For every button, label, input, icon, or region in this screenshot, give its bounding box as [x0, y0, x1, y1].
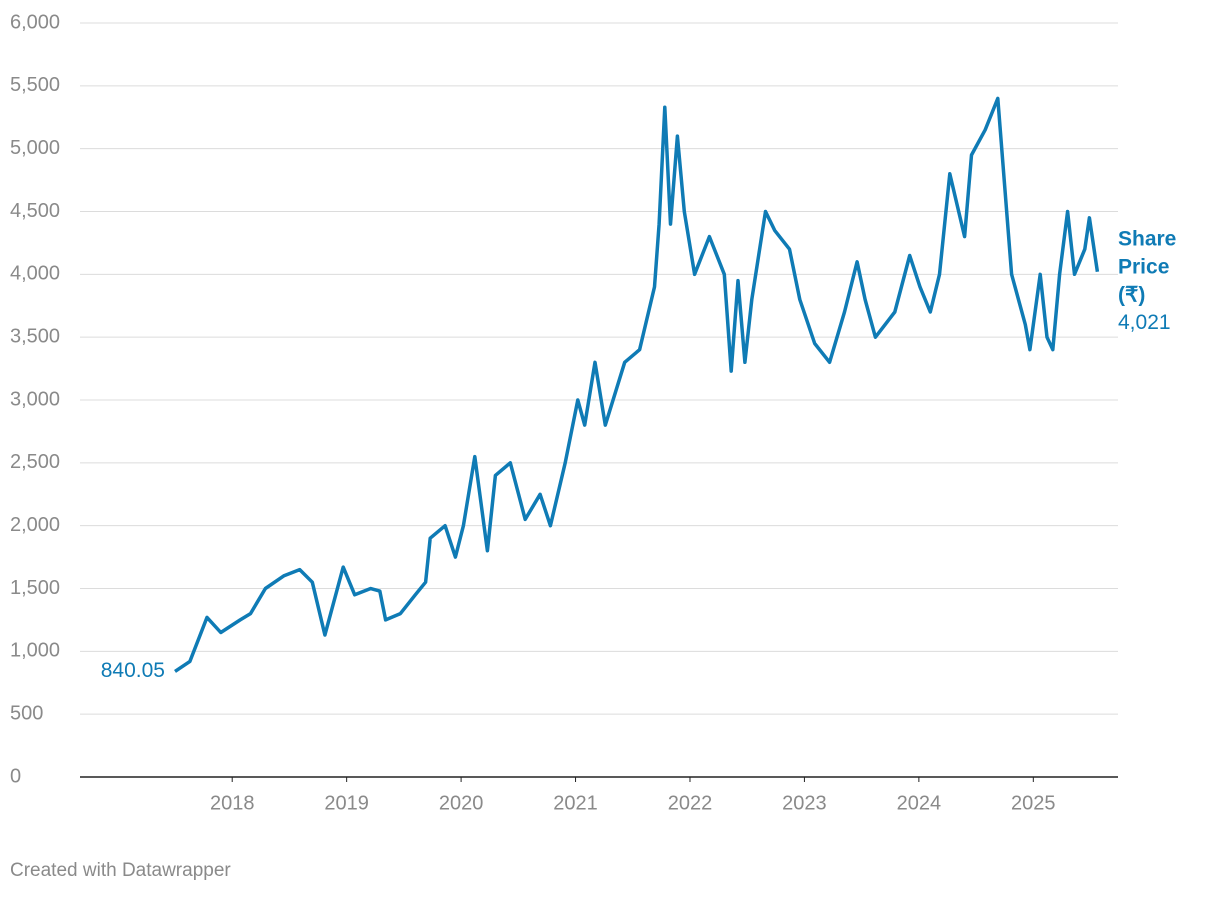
y-tick-label: 6,000 [10, 11, 60, 33]
y-tick-label: 5,000 [10, 137, 60, 159]
y-tick-label: 5,500 [10, 74, 60, 96]
y-tick-label: 2,000 [10, 514, 60, 536]
y-tick-label: 2,500 [10, 451, 60, 473]
y-tick-label: 1,500 [10, 577, 60, 599]
y-tick-label: 4,000 [10, 263, 60, 285]
start-value-label: 840.05 [101, 659, 165, 682]
x-tick-label: 2019 [324, 792, 369, 814]
series-label-line: Price [1118, 255, 1169, 278]
y-tick-label: 0 [10, 765, 21, 787]
y-tick-label: 1,000 [10, 640, 60, 662]
series-label: Share Price (₹) [1118, 227, 1176, 306]
x-tick-label: 2022 [668, 792, 713, 814]
x-tick-label: 2020 [439, 792, 484, 814]
y-tick-label: 3,500 [10, 325, 60, 347]
x-tick-label: 2023 [782, 792, 827, 814]
y-tick-label: 4,500 [10, 200, 60, 222]
series-label-line: (₹) [1118, 283, 1145, 306]
x-tick-label: 2021 [553, 792, 598, 814]
y-tick-label: 3,000 [10, 388, 60, 410]
y-tick-label: 500 [10, 702, 43, 724]
x-tick-label: 2018 [210, 792, 255, 814]
line [174, 96, 1100, 673]
x-tick-label: 2024 [897, 792, 942, 814]
x-tick-label: 2025 [1011, 792, 1056, 814]
footer: Created with Datawrapper [10, 860, 231, 881]
end-value-label: 4,021 [1118, 311, 1171, 334]
series-label-line: Share [1118, 227, 1176, 250]
